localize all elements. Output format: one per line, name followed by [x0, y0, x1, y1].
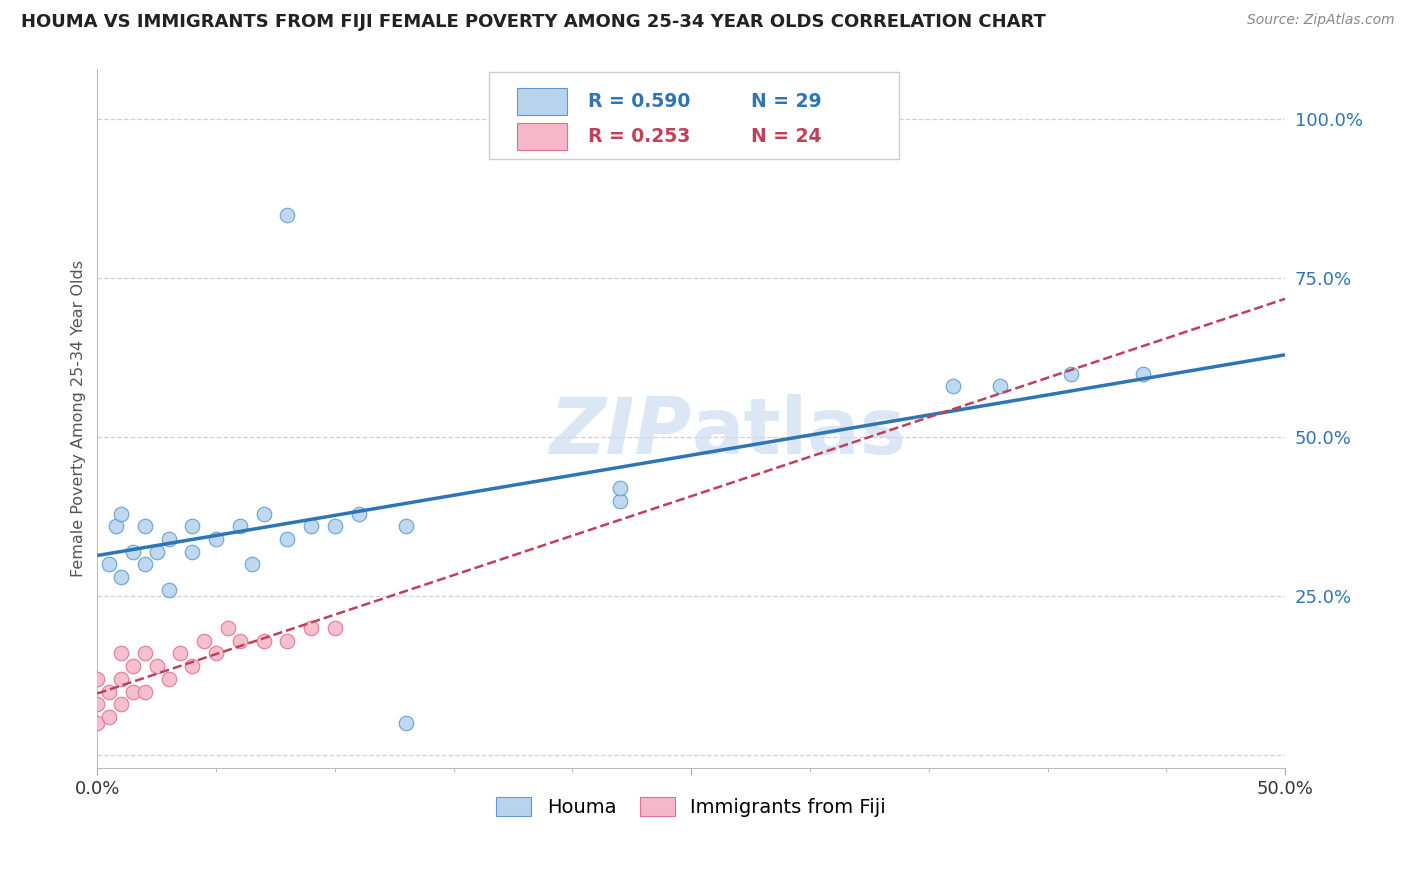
Point	[181, 659, 204, 673]
Text: N = 29: N = 29	[751, 92, 821, 111]
Point	[98, 710, 121, 724]
Point	[323, 519, 346, 533]
Point	[181, 545, 204, 559]
Point	[86, 698, 108, 712]
Text: N = 24: N = 24	[751, 127, 821, 146]
Point	[86, 716, 108, 731]
Point	[205, 647, 228, 661]
Point	[145, 659, 167, 673]
Point	[110, 672, 132, 686]
Point	[157, 532, 180, 546]
Point	[110, 698, 132, 712]
Text: R = 0.253: R = 0.253	[588, 127, 690, 146]
Point	[229, 519, 252, 533]
Point	[1132, 367, 1154, 381]
Point	[134, 684, 156, 698]
Text: R = 0.590: R = 0.590	[588, 92, 690, 111]
FancyBboxPatch shape	[516, 123, 567, 150]
Point	[122, 659, 145, 673]
Point	[276, 532, 298, 546]
FancyBboxPatch shape	[516, 88, 567, 115]
Point	[609, 494, 631, 508]
Point	[253, 507, 276, 521]
Point	[323, 621, 346, 635]
Legend: Houma, Immigrants from Fiji: Houma, Immigrants from Fiji	[489, 789, 894, 825]
Point	[98, 684, 121, 698]
Point	[988, 379, 1011, 393]
Point	[395, 716, 418, 731]
Point	[157, 672, 180, 686]
Text: ZIP: ZIP	[548, 394, 692, 470]
Point	[299, 519, 322, 533]
Point	[942, 379, 965, 393]
Point	[134, 519, 156, 533]
Point	[395, 519, 418, 533]
Point	[217, 621, 239, 635]
Point	[253, 633, 276, 648]
Point	[181, 519, 204, 533]
Point	[110, 647, 132, 661]
Point	[609, 481, 631, 495]
Point	[110, 570, 132, 584]
Point	[157, 582, 180, 597]
Point	[229, 633, 252, 648]
Point	[193, 633, 215, 648]
Text: HOUMA VS IMMIGRANTS FROM FIJI FEMALE POVERTY AMONG 25-34 YEAR OLDS CORRELATION C: HOUMA VS IMMIGRANTS FROM FIJI FEMALE POV…	[21, 13, 1046, 31]
FancyBboxPatch shape	[489, 72, 898, 160]
Point	[122, 684, 145, 698]
Point	[98, 558, 121, 572]
Point	[105, 519, 128, 533]
Point	[276, 208, 298, 222]
Point	[299, 621, 322, 635]
Y-axis label: Female Poverty Among 25-34 Year Olds: Female Poverty Among 25-34 Year Olds	[72, 260, 86, 577]
Text: atlas: atlas	[692, 394, 905, 470]
Point	[122, 545, 145, 559]
Point	[134, 647, 156, 661]
Point	[205, 532, 228, 546]
Point	[110, 507, 132, 521]
Text: Source: ZipAtlas.com: Source: ZipAtlas.com	[1247, 13, 1395, 28]
Point	[169, 647, 191, 661]
Point	[134, 558, 156, 572]
Point	[276, 633, 298, 648]
Point	[1060, 367, 1083, 381]
Point	[145, 545, 167, 559]
Point	[86, 672, 108, 686]
Point	[347, 507, 370, 521]
Point	[240, 558, 263, 572]
